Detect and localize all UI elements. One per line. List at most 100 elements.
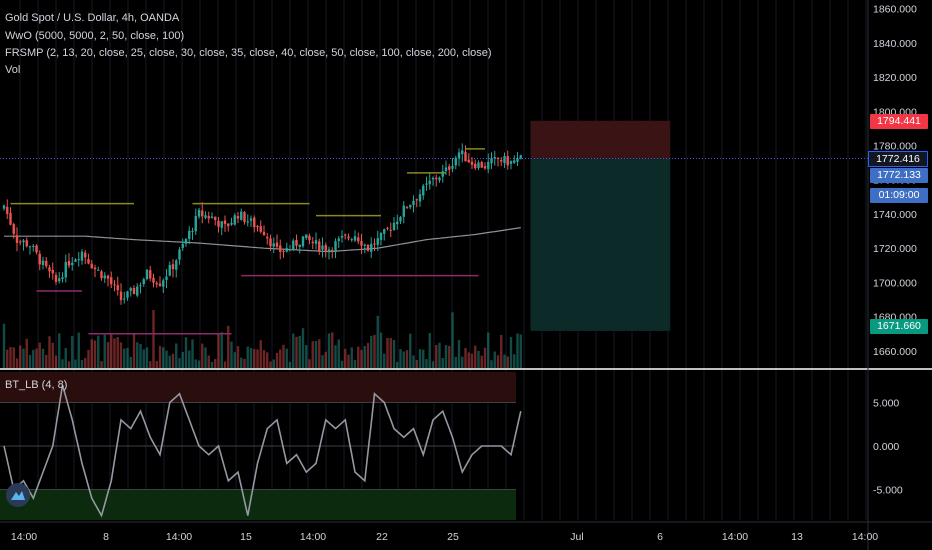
candle-body bbox=[116, 285, 119, 291]
candle-body bbox=[158, 283, 162, 287]
volume-bar bbox=[227, 325, 230, 368]
price-tick-label: 1820.000 bbox=[873, 72, 917, 84]
volume-bar bbox=[165, 350, 168, 368]
volume-bar bbox=[162, 347, 165, 368]
oscillator-pane[interactable] bbox=[0, 372, 522, 520]
volume-bar bbox=[448, 345, 451, 368]
volume-bar bbox=[373, 334, 376, 368]
stop-price-tag: 1794.441 bbox=[870, 114, 928, 129]
volume-bar bbox=[230, 341, 233, 368]
volume-bar bbox=[288, 361, 292, 368]
last-price-tag: 1772.133 bbox=[870, 168, 928, 183]
indicator-wwo-label[interactable]: WwO (5000, 5000, 2, 50, close, 100) bbox=[5, 30, 185, 42]
candle-body bbox=[409, 204, 412, 208]
candle-body bbox=[201, 210, 204, 217]
candle-body bbox=[240, 211, 243, 220]
candle-body bbox=[41, 260, 45, 265]
volume-bar bbox=[243, 358, 246, 368]
candle-body bbox=[435, 177, 438, 180]
candle-body bbox=[175, 260, 178, 270]
volume-bar bbox=[51, 342, 54, 368]
volume-bar bbox=[100, 361, 103, 368]
candle-body bbox=[97, 269, 100, 271]
volume-bar bbox=[389, 337, 392, 368]
volume-bar bbox=[77, 332, 80, 368]
oscillator-tick-label: 5.000 bbox=[873, 397, 899, 409]
candle-body bbox=[451, 165, 454, 169]
price-tick-label: 1840.000 bbox=[873, 38, 917, 50]
volume-bar bbox=[402, 351, 405, 368]
candle-body bbox=[513, 160, 516, 163]
candle-body bbox=[58, 278, 61, 282]
volume-bar bbox=[311, 341, 314, 368]
time-tick-label: 14:00 bbox=[852, 531, 878, 543]
candle-body bbox=[168, 265, 171, 276]
volume-bar bbox=[201, 343, 204, 368]
volume-bar bbox=[337, 339, 340, 368]
volume-bar bbox=[220, 332, 223, 368]
candle-body bbox=[204, 215, 207, 218]
volume-bar bbox=[379, 332, 383, 368]
candle-body bbox=[87, 259, 90, 264]
candle-body bbox=[223, 220, 227, 225]
candles[interactable] bbox=[2, 143, 522, 305]
candle-body bbox=[275, 242, 279, 247]
candle-body bbox=[474, 163, 477, 169]
volume-bar bbox=[152, 309, 155, 368]
tradingview-logo-icon[interactable] bbox=[6, 483, 30, 507]
candle-body bbox=[305, 234, 308, 238]
volume-bar bbox=[418, 349, 422, 368]
volume-bar bbox=[142, 349, 145, 368]
oscillator-label[interactable]: BT_LB (4, 8) bbox=[5, 379, 68, 391]
candle-body bbox=[113, 284, 116, 286]
vertical-grid bbox=[19, 0, 867, 520]
volume-bar bbox=[223, 361, 227, 368]
volume-bar bbox=[500, 334, 503, 368]
volume-bar bbox=[35, 348, 38, 368]
position-zones bbox=[0, 120, 868, 331]
candle-body bbox=[334, 241, 337, 253]
candle-body bbox=[386, 227, 389, 229]
volume-bar bbox=[318, 339, 321, 368]
oversold-zone bbox=[0, 489, 516, 520]
candle-body bbox=[149, 270, 152, 279]
candle-body bbox=[467, 159, 470, 163]
volume-bar bbox=[308, 359, 311, 368]
volume-bar bbox=[106, 342, 110, 368]
candle-body bbox=[272, 243, 275, 247]
time-tick-label: 25 bbox=[447, 531, 459, 543]
volume-bar bbox=[84, 357, 87, 368]
volume-bar bbox=[451, 312, 454, 368]
candle-body bbox=[123, 298, 126, 300]
candle-body bbox=[399, 216, 402, 222]
volume-bar bbox=[363, 346, 366, 368]
candle-body bbox=[246, 221, 249, 223]
indicator-frsmp-label[interactable]: FRSMP (2, 13, 20, close, 25, close, 30, … bbox=[5, 47, 492, 59]
candle-body bbox=[311, 241, 314, 244]
volume-bar bbox=[415, 359, 418, 368]
volume-bar bbox=[236, 346, 240, 368]
volume-bar bbox=[158, 345, 162, 368]
take-profit-zone bbox=[530, 158, 671, 331]
indicator-vol-label[interactable]: Vol bbox=[5, 64, 21, 76]
candle-body bbox=[100, 271, 103, 279]
candle-body bbox=[194, 216, 197, 232]
time-tick-label: 14:00 bbox=[722, 531, 748, 543]
symbol-title[interactable]: Gold Spot / U.S. Dollar, 4h, OANDA bbox=[5, 12, 180, 24]
time-tick-label: Jul bbox=[570, 531, 583, 543]
candle-body bbox=[110, 277, 113, 285]
volume-bar bbox=[487, 332, 490, 368]
volume-bar bbox=[464, 347, 467, 368]
candle-body bbox=[207, 216, 210, 219]
volume-bar bbox=[22, 348, 25, 368]
candle-body bbox=[366, 244, 370, 251]
volume-bar bbox=[454, 356, 457, 368]
candle-body bbox=[282, 250, 285, 252]
candle-body bbox=[171, 264, 175, 270]
candle-body bbox=[197, 209, 201, 217]
candle-body bbox=[269, 238, 272, 247]
candle-body bbox=[379, 232, 383, 240]
volume-bar bbox=[279, 349, 282, 368]
volume-bar bbox=[396, 361, 399, 368]
